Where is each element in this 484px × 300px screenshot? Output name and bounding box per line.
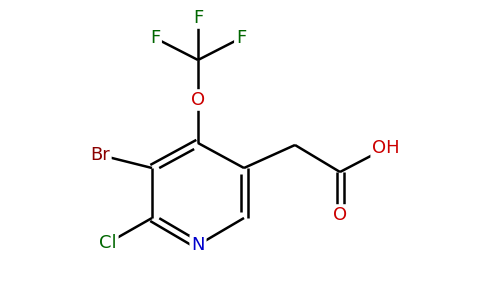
Text: O: O (191, 91, 205, 109)
Text: N: N (191, 236, 205, 254)
Text: O: O (333, 206, 347, 224)
Text: Cl: Cl (99, 234, 117, 252)
Text: F: F (236, 29, 246, 47)
Text: F: F (193, 9, 203, 27)
Text: Br: Br (90, 146, 110, 164)
Text: OH: OH (372, 139, 400, 157)
Text: F: F (150, 29, 160, 47)
